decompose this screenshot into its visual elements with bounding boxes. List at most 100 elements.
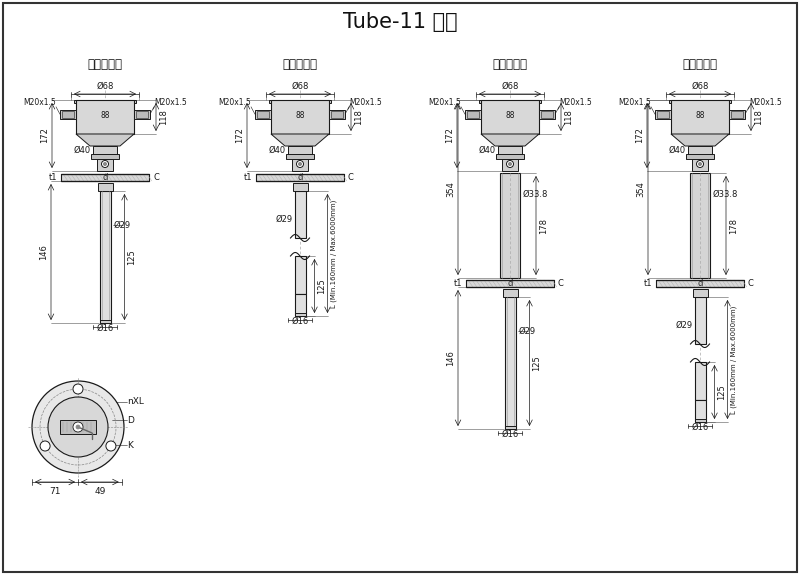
Text: Ø29: Ø29 (275, 214, 293, 224)
Text: nXL: nXL (127, 397, 144, 406)
Bar (481, 100, 539, 134)
Text: Ø68: Ø68 (96, 82, 114, 91)
Bar (688, 146, 712, 154)
Text: d: d (298, 173, 302, 182)
Text: Ø29: Ø29 (114, 220, 130, 229)
Text: M20x1.5: M20x1.5 (428, 98, 461, 107)
Text: Ø33.8: Ø33.8 (713, 190, 738, 198)
Bar (656, 280, 744, 287)
Text: Ø16: Ø16 (96, 324, 114, 332)
Bar (62, 111, 74, 118)
Text: 88: 88 (695, 111, 705, 120)
Bar (694, 419, 706, 422)
Bar (729, 110, 745, 119)
Bar (98, 183, 113, 191)
Circle shape (32, 381, 124, 473)
Circle shape (40, 441, 50, 451)
Circle shape (509, 163, 511, 166)
Text: 常温加长型: 常温加长型 (282, 59, 318, 71)
Text: 88: 88 (295, 111, 305, 120)
Text: Ø40: Ø40 (269, 145, 286, 155)
Text: 常温标准型: 常温标准型 (87, 59, 122, 71)
Polygon shape (271, 134, 329, 146)
Circle shape (102, 160, 109, 167)
Bar (694, 362, 706, 400)
Text: M20x1.5: M20x1.5 (154, 98, 186, 107)
Bar (271, 100, 329, 134)
Text: M20x1.5: M20x1.5 (23, 98, 56, 107)
Text: 172: 172 (235, 128, 244, 143)
Text: t1: t1 (643, 279, 652, 288)
Text: Ø40: Ø40 (669, 145, 686, 155)
Bar (498, 146, 522, 154)
Circle shape (106, 441, 116, 451)
Bar (686, 154, 714, 159)
Bar (731, 111, 743, 118)
Circle shape (698, 163, 702, 166)
Bar (97, 159, 113, 171)
Text: C: C (558, 279, 564, 288)
Text: 354: 354 (446, 181, 455, 197)
Bar (329, 110, 345, 119)
Text: 178: 178 (539, 217, 548, 233)
Text: 高温标准型: 高温标准型 (493, 59, 527, 71)
Text: 125: 125 (127, 249, 137, 265)
Bar (539, 110, 555, 119)
Text: 118: 118 (354, 109, 363, 125)
Bar (60, 110, 76, 119)
Circle shape (697, 160, 703, 167)
Text: M20x1.5: M20x1.5 (749, 98, 782, 107)
Text: d: d (698, 279, 702, 288)
Text: t1: t1 (243, 173, 252, 182)
Polygon shape (76, 134, 134, 146)
Text: L (Min.160mm / Max.6000mm): L (Min.160mm / Max.6000mm) (730, 305, 737, 413)
Text: K: K (127, 441, 133, 450)
Text: D: D (127, 416, 134, 424)
Text: 172: 172 (635, 128, 644, 143)
Bar (500, 173, 520, 278)
Bar (466, 280, 554, 287)
Bar (496, 154, 524, 159)
Bar (294, 191, 306, 238)
Text: L (Min.160mm / Max.6000mm): L (Min.160mm / Max.6000mm) (330, 200, 337, 308)
Bar (61, 174, 149, 181)
Bar (655, 110, 671, 119)
Text: Ø40: Ø40 (479, 145, 496, 155)
Bar (541, 111, 553, 118)
Bar (467, 111, 479, 118)
Bar (74, 100, 136, 103)
Text: Ø16: Ø16 (502, 430, 518, 439)
Text: t1: t1 (454, 279, 462, 288)
Text: M20x1.5: M20x1.5 (559, 98, 592, 107)
Bar (694, 297, 706, 344)
Text: 88: 88 (100, 111, 110, 120)
Circle shape (73, 384, 83, 394)
Text: 146: 146 (39, 244, 48, 260)
Bar (93, 146, 117, 154)
Bar (294, 256, 306, 294)
Circle shape (297, 160, 303, 167)
Bar (292, 159, 308, 171)
Polygon shape (671, 134, 729, 146)
Text: Ø68: Ø68 (691, 82, 709, 91)
Bar (257, 111, 269, 118)
Text: C: C (153, 173, 159, 182)
Bar (134, 110, 150, 119)
Text: Ø68: Ø68 (291, 82, 309, 91)
Text: 125: 125 (718, 384, 726, 400)
Bar (692, 159, 708, 171)
Text: 高温加长型: 高温加长型 (682, 59, 718, 71)
Text: Ø29: Ø29 (675, 321, 693, 329)
Circle shape (48, 397, 108, 457)
Bar (505, 426, 515, 429)
Circle shape (76, 425, 80, 429)
Text: 125: 125 (318, 278, 326, 294)
Text: 71: 71 (50, 487, 61, 496)
Text: M20x1.5: M20x1.5 (618, 98, 651, 107)
Bar (331, 111, 343, 118)
Text: 118: 118 (564, 109, 573, 125)
Bar (256, 174, 344, 181)
Bar (479, 100, 541, 103)
Text: d: d (507, 279, 513, 288)
Bar (502, 289, 518, 297)
